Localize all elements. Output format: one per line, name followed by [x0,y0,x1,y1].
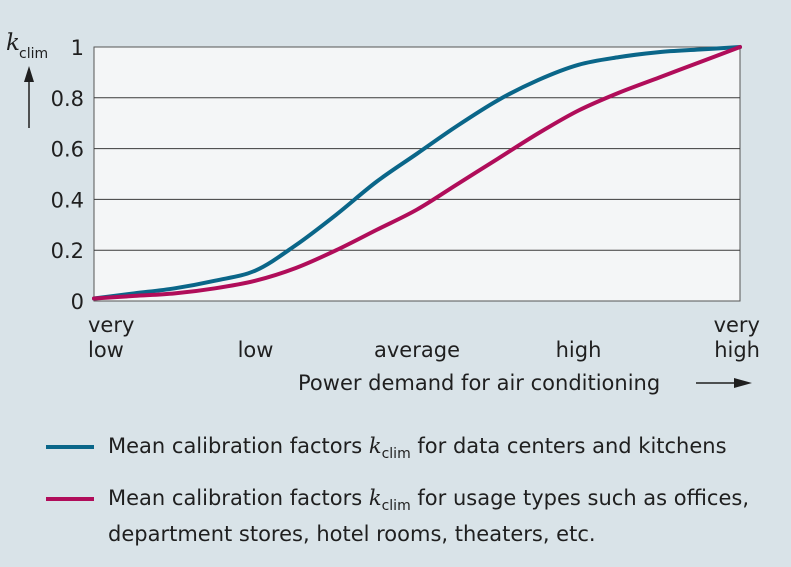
y-axis-subscript: clim [19,46,48,62]
x-tick-label: very [88,313,134,337]
series-line-1 [92,45,742,301]
y-tick-label: 0.6 [51,138,84,162]
y-tick-label: 1 [71,36,84,60]
y-tick-label: 0.8 [51,87,84,111]
legend-text-2: Mean calibration factors kclim for usage… [108,486,750,547]
y-axis-symbol: k [6,30,20,56]
x-tick-label: high [714,338,760,362]
x-tick-label: average [374,338,460,362]
x-tick-label: low [88,338,124,362]
legend-text-1: Mean calibration factors kclim for data … [108,434,727,463]
y-tick-label: 0 [71,290,84,314]
series-line-2 [92,45,742,301]
x-tick-label: very [714,313,760,337]
x-tick-label: high [556,338,602,362]
y-axis-arrow [24,66,34,128]
y-tick-label: 0.2 [51,239,84,263]
y-tick-label: 0.4 [51,188,84,212]
legend-swatch-1 [46,445,94,449]
x-axis-label: Power demand for air conditioning [298,371,660,395]
x-tick-label: low [238,338,274,362]
x-axis-arrow [696,378,752,388]
legend-swatch-2 [46,497,94,501]
